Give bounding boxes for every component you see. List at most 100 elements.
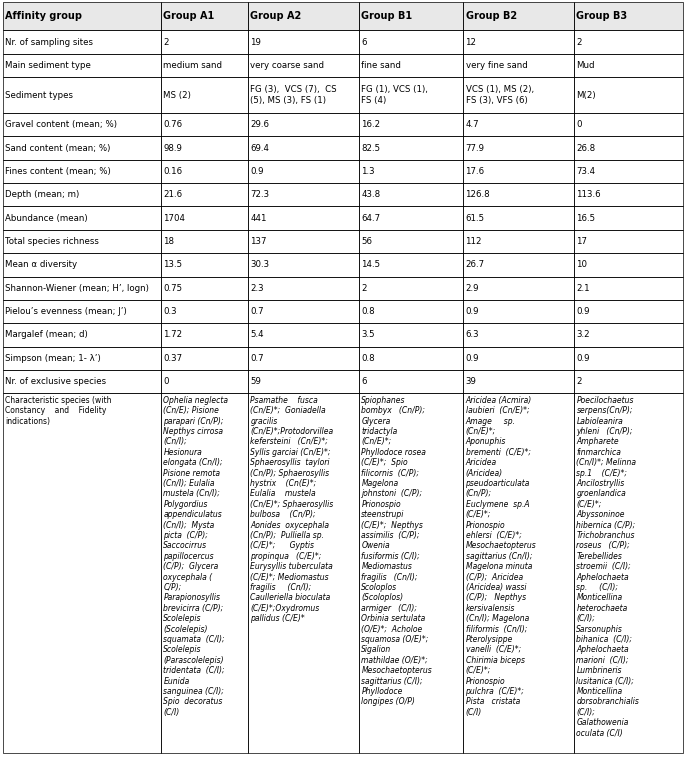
Bar <box>574 113 683 136</box>
Bar <box>574 2 683 30</box>
Text: FG (1), VCS (1),
FS (4): FG (1), VCS (1), FS (4) <box>362 86 428 104</box>
Bar <box>359 230 464 253</box>
Text: 17: 17 <box>576 237 587 246</box>
Text: Group B1: Group B1 <box>362 12 412 21</box>
Bar <box>3 253 161 277</box>
Text: 39: 39 <box>466 377 476 386</box>
Bar <box>574 206 683 230</box>
Text: Aricidea (Acmira)
laubieri  (Cn/E)*;
Amage     sp.
(Cn/E)*;
Aponuphis
brementi  : Aricidea (Acmira) laubieri (Cn/E)*; Amag… <box>466 396 536 717</box>
Bar <box>359 2 464 30</box>
Bar <box>359 2 464 30</box>
Text: VCS (1), MS (2),
FS (3), VFS (6): VCS (1), MS (2), FS (3), VFS (6) <box>466 86 534 104</box>
Text: 0.8: 0.8 <box>362 354 375 363</box>
Text: Mud: Mud <box>576 61 595 70</box>
Text: fine sand: fine sand <box>362 61 401 70</box>
Text: 0.9: 0.9 <box>466 307 479 316</box>
Bar <box>161 183 248 206</box>
Bar <box>3 323 161 347</box>
Bar <box>161 77 248 113</box>
Bar <box>3 393 161 753</box>
Text: 73.4: 73.4 <box>576 167 595 176</box>
Bar <box>464 30 574 54</box>
Bar <box>464 347 574 370</box>
Text: 21.6: 21.6 <box>163 190 182 199</box>
Text: Gravel content (mean; %): Gravel content (mean; %) <box>5 120 117 129</box>
Bar <box>359 277 464 300</box>
Bar <box>248 370 359 393</box>
Text: 69.4: 69.4 <box>250 143 270 153</box>
Text: Fines content (mean; %): Fines content (mean; %) <box>5 167 110 176</box>
Text: 61.5: 61.5 <box>466 213 484 223</box>
Bar <box>359 300 464 323</box>
Bar <box>464 253 574 277</box>
Text: MS (2): MS (2) <box>163 90 191 100</box>
Text: very coarse sand: very coarse sand <box>250 61 324 70</box>
Bar <box>574 2 683 30</box>
Bar <box>3 136 161 160</box>
Bar <box>464 277 574 300</box>
Text: 6.3: 6.3 <box>466 330 479 340</box>
Bar <box>161 323 248 347</box>
Bar <box>464 2 574 30</box>
Bar <box>161 370 248 393</box>
Bar <box>464 54 574 77</box>
Text: Total species richness: Total species richness <box>5 237 99 246</box>
Text: Affinity group: Affinity group <box>5 12 82 21</box>
Text: very fine sand: very fine sand <box>466 61 528 70</box>
Bar <box>574 347 683 370</box>
Text: 2: 2 <box>362 284 367 293</box>
Text: Spiophanes
bombyx   (Cn/P);
Glycera
tridactyla
(Cn/E)*;
Phyllodoce rosea
(C/E)*;: Spiophanes bombyx (Cn/P); Glycera tridac… <box>362 396 432 707</box>
Text: Nr. of sampling sites: Nr. of sampling sites <box>5 37 93 47</box>
Text: 113.6: 113.6 <box>576 190 601 199</box>
Bar <box>248 77 359 113</box>
Bar <box>161 30 248 54</box>
Bar <box>464 77 574 113</box>
Text: medium sand: medium sand <box>163 61 222 70</box>
Text: 0: 0 <box>576 120 582 129</box>
Text: Simpson (mean; 1- λ’): Simpson (mean; 1- λ’) <box>5 354 101 363</box>
Bar <box>248 183 359 206</box>
Text: 3.5: 3.5 <box>362 330 375 340</box>
Text: 72.3: 72.3 <box>250 190 270 199</box>
Bar <box>574 30 683 54</box>
Bar <box>359 54 464 77</box>
Text: Ophelia neglecta
(Cn/E); Pisione
parapari (Cn/P);
Nepthys cirrosa
(Cn/I);
Hesion: Ophelia neglecta (Cn/E); Pisione parapar… <box>163 396 228 717</box>
Text: 6: 6 <box>362 377 367 386</box>
Text: 3.2: 3.2 <box>576 330 590 340</box>
Text: 0.7: 0.7 <box>250 307 264 316</box>
Bar <box>248 300 359 323</box>
Bar <box>359 347 464 370</box>
Text: 1.3: 1.3 <box>362 167 375 176</box>
Bar <box>161 277 248 300</box>
Text: 18: 18 <box>163 237 174 246</box>
Text: 17.6: 17.6 <box>466 167 484 176</box>
Bar <box>464 323 574 347</box>
Text: 0.9: 0.9 <box>576 307 590 316</box>
Text: 137: 137 <box>250 237 267 246</box>
Bar <box>359 136 464 160</box>
Text: Shannon-Wiener (mean; H’, logn): Shannon-Wiener (mean; H’, logn) <box>5 284 149 293</box>
Bar <box>3 370 161 393</box>
Bar <box>248 347 359 370</box>
Text: Psamathe    fusca
(Cn/E)*;  Goniadella
gracilis
(Cn/E)*;Protodorvillea
keferstei: Psamathe fusca (Cn/E)*; Goniadella graci… <box>250 396 333 623</box>
Bar <box>574 183 683 206</box>
Bar <box>248 206 359 230</box>
Bar <box>248 2 359 30</box>
Bar <box>574 230 683 253</box>
Bar <box>248 253 359 277</box>
Text: 6: 6 <box>362 37 367 47</box>
Text: 13.5: 13.5 <box>163 260 182 270</box>
Text: 26.8: 26.8 <box>576 143 595 153</box>
Text: 0.9: 0.9 <box>576 354 590 363</box>
Text: 26.7: 26.7 <box>466 260 484 270</box>
Text: 64.7: 64.7 <box>362 213 381 223</box>
Text: 16.2: 16.2 <box>362 120 381 129</box>
Bar <box>574 253 683 277</box>
Text: Group A1: Group A1 <box>163 12 215 21</box>
Bar <box>359 183 464 206</box>
Text: M(2): M(2) <box>576 90 596 100</box>
Text: 10: 10 <box>576 260 587 270</box>
Text: Margalef (mean; d): Margalef (mean; d) <box>5 330 88 340</box>
Text: Mean α diversity: Mean α diversity <box>5 260 77 270</box>
Text: 0.16: 0.16 <box>163 167 182 176</box>
